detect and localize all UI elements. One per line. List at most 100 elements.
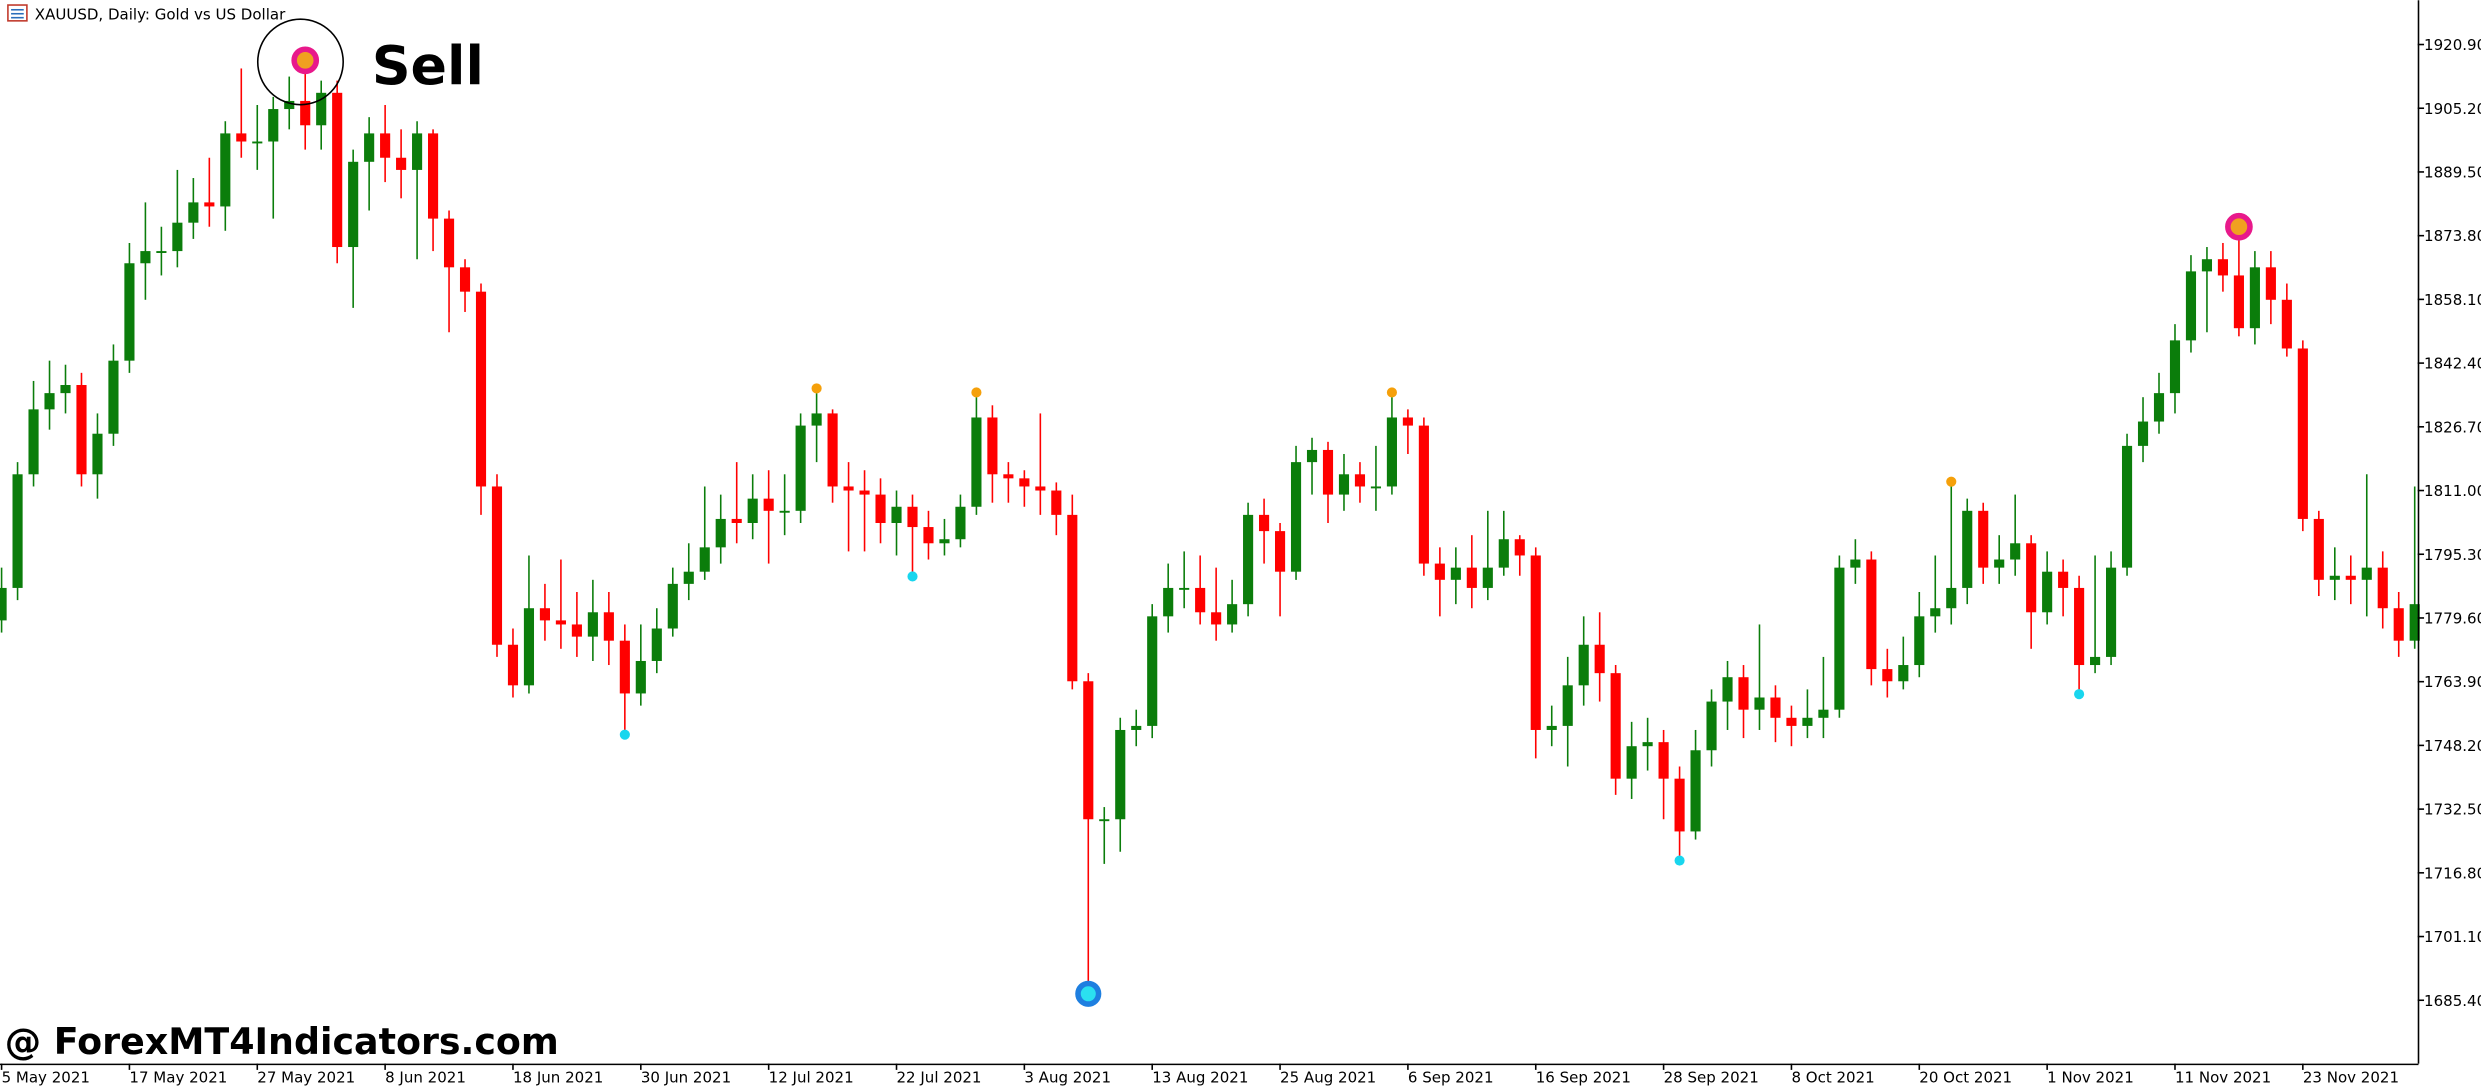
y-tick-label: 1763.90 xyxy=(2424,673,2481,691)
candle-body xyxy=(1163,587,1174,617)
candle-body xyxy=(2010,543,2021,560)
candle-body xyxy=(332,92,343,248)
candle-body xyxy=(1626,746,1637,779)
candle-body xyxy=(763,498,774,511)
symbol-icon xyxy=(7,4,28,22)
candle-body xyxy=(1866,559,1877,670)
candle-body xyxy=(268,109,279,142)
buy-signal xyxy=(1674,855,1685,866)
x-tick-label: 6 Sep 2021 xyxy=(1408,1069,1494,1086)
candle-body xyxy=(939,539,950,544)
candle-body xyxy=(523,608,535,686)
candle-body xyxy=(1978,510,1989,568)
x-tick-label: 27 May 2021 xyxy=(257,1069,355,1086)
candle-body xyxy=(539,608,550,621)
x-tick-label: 1 Nov 2021 xyxy=(2047,1069,2134,1086)
x-tick-label: 8 Oct 2021 xyxy=(1791,1069,1874,1086)
candle-body xyxy=(2026,543,2037,613)
candle-body xyxy=(2361,567,2372,580)
candle-body xyxy=(2042,571,2053,613)
y-tick-label: 1701.10 xyxy=(2424,928,2481,946)
candle-body xyxy=(188,202,199,223)
candle-body xyxy=(683,571,694,584)
candle-body xyxy=(1722,677,1733,702)
buy-signal xyxy=(2074,689,2085,700)
candle-body xyxy=(172,222,183,252)
candle-body xyxy=(443,218,455,268)
buy-signal xyxy=(907,571,918,582)
candle-body xyxy=(1227,604,1238,625)
candle-body xyxy=(1946,587,1957,609)
candle-body xyxy=(811,413,822,426)
buy-signal xyxy=(619,729,630,740)
candle-body xyxy=(1578,644,1589,686)
x-tick-label: 25 Aug 2021 xyxy=(1280,1069,1376,1086)
candle-body xyxy=(2329,575,2340,580)
candle-body xyxy=(971,417,982,507)
y-tick-label: 1811.00 xyxy=(2424,482,2481,500)
candle-body xyxy=(2106,567,2117,657)
sell-signal xyxy=(811,383,822,394)
candle-body xyxy=(1179,587,1190,590)
candle-body xyxy=(2345,575,2356,580)
candle-body xyxy=(2074,587,2085,666)
candle-body xyxy=(875,494,886,523)
y-tick-label: 1716.80 xyxy=(2424,864,2481,882)
candle-body xyxy=(1674,778,1685,832)
candle-body xyxy=(1035,486,1046,491)
y-tick-label: 1685.40 xyxy=(2424,992,2481,1010)
candle-body xyxy=(1498,539,1509,568)
candle-body xyxy=(1898,665,1909,682)
plot-area xyxy=(0,60,2420,994)
candle-body xyxy=(859,490,870,495)
candle-body xyxy=(428,133,439,219)
candle-body xyxy=(1099,819,1110,822)
candle-body xyxy=(1770,697,1781,718)
x-tick-label: 8 Jun 2021 xyxy=(385,1069,466,1086)
candle-body xyxy=(2233,275,2244,329)
candle-body xyxy=(1147,616,1158,726)
watermark: @ ForexMT4Indicators.com xyxy=(5,1020,559,1063)
candle-body xyxy=(412,133,423,170)
candle-body xyxy=(571,624,582,637)
candle-body xyxy=(236,133,247,142)
sell-signal xyxy=(1946,476,1957,487)
candle-body xyxy=(364,133,375,162)
candle-body xyxy=(843,486,854,491)
candle-body xyxy=(396,157,407,170)
x-tick-label: 12 Jul 2021 xyxy=(769,1069,854,1086)
candle-body xyxy=(987,417,998,475)
sell-signal-ring xyxy=(2225,212,2253,241)
candle-body xyxy=(12,474,23,588)
candle-body xyxy=(779,510,790,513)
candle-body xyxy=(1274,531,1286,572)
candle-body xyxy=(348,161,359,248)
x-tick-label: 23 Nov 2021 xyxy=(2303,1069,2399,1086)
candle-body xyxy=(2313,518,2324,580)
candle-body xyxy=(1962,510,1973,588)
candle-body xyxy=(1083,681,1094,820)
candle-body xyxy=(2201,259,2213,272)
candle-body xyxy=(1914,616,1925,666)
candle-body xyxy=(1434,563,1445,580)
x-tick-label: 13 Aug 2021 xyxy=(1152,1069,1248,1086)
candle-body xyxy=(1019,478,1030,487)
candle-body xyxy=(28,409,39,475)
y-tick-label: 1889.50 xyxy=(2424,163,2481,181)
candle-body xyxy=(2058,571,2069,588)
candle-body xyxy=(44,393,55,410)
candle-body xyxy=(459,267,471,292)
y-tick-label: 1779.60 xyxy=(2424,609,2481,627)
candle-body xyxy=(1051,490,1062,515)
candle-body xyxy=(2090,656,2101,666)
candle-body xyxy=(2153,393,2165,422)
sell-annotation: Sell xyxy=(372,34,484,97)
candle-body xyxy=(1370,486,1382,489)
candle-body xyxy=(923,527,934,544)
candle-body xyxy=(2409,604,2420,641)
candle-body xyxy=(1322,449,1334,495)
x-tick-label: 18 Jun 2021 xyxy=(513,1069,603,1086)
candle-body xyxy=(156,251,167,253)
